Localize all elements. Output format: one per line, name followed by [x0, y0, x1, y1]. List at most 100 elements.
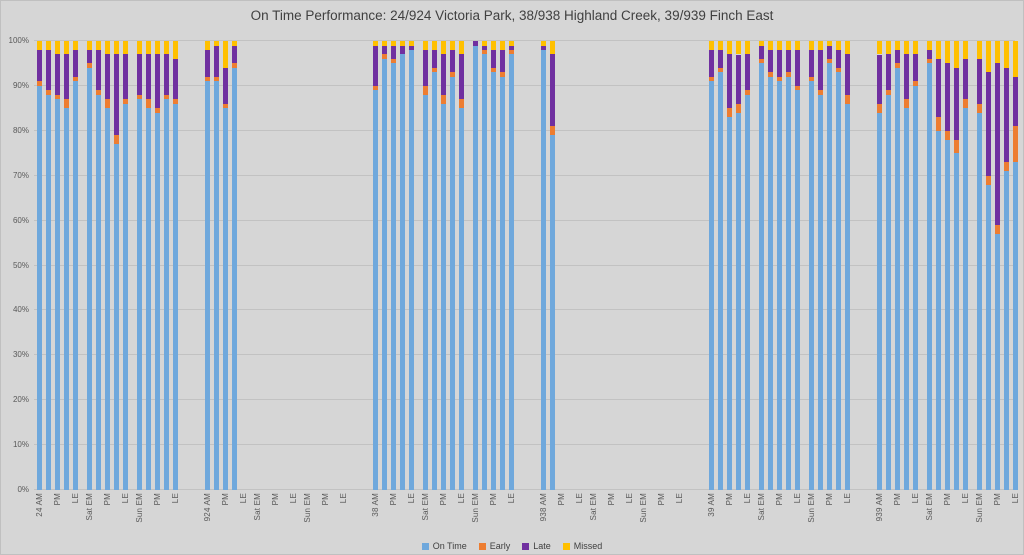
legend-item: On Time: [421, 541, 467, 551]
bar-segment-early: [1004, 162, 1009, 172]
bar-segment-on-time: [986, 184, 991, 490]
x-axis-label: LE: [793, 493, 802, 504]
bar-segment-late: [736, 54, 741, 104]
bar-segment-early: [936, 117, 941, 131]
bar-segment-on-time: [895, 67, 900, 490]
x-axis-label: LE: [457, 493, 466, 504]
bar-segment-missed: [945, 41, 950, 64]
bar-segment-on-time: [836, 72, 841, 490]
x-axis-label: PM: [657, 493, 666, 506]
y-axis-label: 10%: [12, 440, 29, 450]
bar-segment-early: [954, 139, 959, 154]
bar-segment-early: [155, 108, 160, 113]
x-axis-label: Sat EM: [757, 493, 766, 521]
y-axis-label: 70%: [12, 170, 29, 180]
bar-segment-on-time: [904, 108, 909, 490]
bar-segment-on-time: [945, 139, 950, 490]
bar-segment-late: [73, 49, 78, 77]
bar-segment-late: [137, 54, 142, 95]
legend-item: Missed: [562, 541, 602, 551]
bar-segment-missed: [155, 41, 160, 55]
bar-segment-late: [105, 54, 110, 100]
bar-segment-missed: [409, 41, 414, 46]
y-axis-label: 20%: [12, 395, 29, 405]
bar-segment-missed: [550, 41, 555, 55]
bar-segment-late: [727, 54, 732, 109]
bar-segment-late: [818, 49, 823, 91]
y-axis-label: 80%: [12, 125, 29, 135]
bar-segment-on-time: [164, 99, 169, 490]
bar-segment-missed: [373, 41, 378, 46]
bar-segment-early: [745, 90, 750, 95]
bar-segment-missed: [500, 41, 505, 50]
bar-segment-late: [786, 50, 791, 73]
bar-segment-missed: [809, 41, 814, 50]
x-axis-label: PM: [439, 493, 448, 506]
bar-segment-late: [977, 58, 982, 104]
bar-segment-early: [373, 85, 378, 91]
bar-segment-late: [37, 50, 42, 82]
x-axis-label: LE: [289, 493, 298, 504]
bar-segment-on-time: [491, 72, 496, 490]
bar-segment-early: [845, 94, 850, 104]
bar-segment-early: [977, 103, 982, 113]
x-axis-label: Sun EM: [807, 493, 816, 523]
bar-segment-early: [450, 72, 455, 77]
bar-segment-early: [146, 99, 151, 109]
bar-segment-missed: [759, 41, 764, 46]
bar-segment-late: [96, 49, 101, 91]
bar-segment-late: [114, 54, 119, 136]
bar-segment-missed: [913, 41, 918, 55]
bar-segment-missed: [432, 41, 437, 50]
bar-segment-late: [913, 54, 918, 82]
bar-segment-late: [895, 49, 900, 64]
bar-segment-late: [995, 63, 1000, 226]
bar-segment-missed: [123, 41, 128, 55]
x-axis-label: LE: [407, 493, 416, 504]
bar-segment-on-time: [391, 63, 396, 490]
bar-segment-missed: [936, 41, 941, 59]
bar-segment-early: [137, 94, 142, 100]
bar-segment-missed: [482, 41, 487, 46]
x-axis-label: LE: [625, 493, 634, 504]
bar-segment-on-time: [409, 49, 414, 490]
bar-segment-missed: [173, 41, 178, 59]
bar-segment-on-time: [709, 81, 714, 490]
x-axis-label: LE: [1011, 493, 1020, 504]
bar-segment-late: [836, 50, 841, 68]
bar-segment-on-time: [459, 108, 464, 490]
x-axis-label: PM: [321, 493, 330, 506]
bar-segment-on-time: [768, 76, 773, 490]
bar-segment-early: [214, 76, 219, 82]
bar-segment-early: [123, 99, 128, 104]
bar-segment-on-time: [146, 108, 151, 490]
bar-segment-early: [945, 130, 950, 140]
bar-segment-late: [927, 50, 932, 59]
bar-segment-missed: [986, 41, 991, 73]
bar-segment-late: [382, 45, 387, 55]
bar-segment-missed: [745, 41, 750, 55]
legend-item: Early: [478, 541, 510, 551]
bar-segment-missed: [214, 41, 219, 46]
bar-segment-on-time: [963, 108, 968, 490]
x-axis-label: Sun EM: [639, 493, 648, 523]
bar-segment-on-time: [173, 103, 178, 490]
bar-segment-late: [64, 54, 69, 100]
x-axis-label: PM: [993, 493, 1002, 506]
bar-segment-on-time: [913, 85, 918, 490]
bar-segment-late: [509, 45, 514, 50]
bar-segment-early: [223, 103, 228, 109]
bar-segment-early: [963, 99, 968, 109]
bar-segment-late: [550, 54, 555, 127]
bar-segment-early: [37, 81, 42, 86]
bar-segment-late: [718, 50, 723, 68]
bar-segment-on-time: [727, 117, 732, 490]
legend-marker-late: [522, 542, 530, 550]
gridline: [34, 309, 1015, 311]
bar-segment-early: [232, 63, 237, 68]
bar-segment-late: [845, 54, 850, 95]
bar-segment-missed: [777, 41, 782, 50]
bar-segment-missed: [37, 41, 42, 50]
x-axis-label: PM: [271, 493, 280, 506]
bar-segment-missed: [491, 41, 496, 50]
